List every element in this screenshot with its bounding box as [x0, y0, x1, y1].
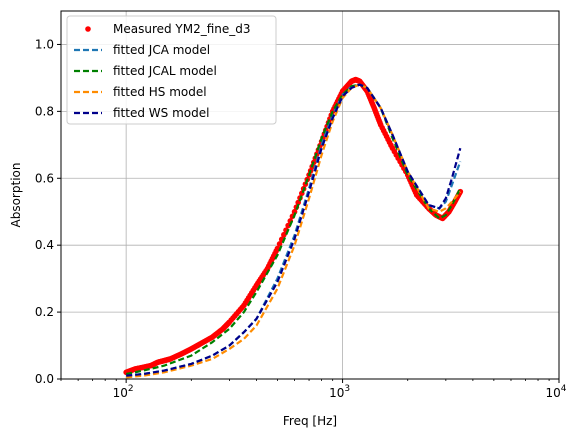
legend-label: fitted HS model — [113, 85, 207, 99]
y-tick-label: 1.0 — [35, 37, 54, 51]
x-tick-label: 102 — [113, 384, 134, 400]
y-tick-label: 0.2 — [35, 305, 54, 319]
x-tick-label: 103 — [329, 384, 350, 400]
y-tick-label: 0.8 — [35, 104, 54, 118]
plot-frame — [60, 10, 560, 380]
ticks: 102 103 104 0.0 0.2 0.4 0.6 0.8 1.0 — [35, 37, 567, 400]
legend-marker — [85, 26, 91, 32]
y-axis-label: Absorption — [9, 163, 23, 228]
y-tick-label: 0.0 — [35, 372, 54, 386]
legend-label: fitted WS model — [113, 106, 209, 120]
data-point — [276, 241, 283, 247]
series-line-4 — [126, 83, 462, 377]
data-point — [281, 231, 287, 238]
series-layer — [123, 76, 464, 379]
legend-label: fitted JCA model — [113, 43, 210, 57]
x-tick-label: 104 — [545, 384, 566, 400]
series-line-1 — [126, 83, 462, 377]
series-line-3 — [126, 83, 462, 379]
series-line-2 — [125, 83, 462, 376]
legend-label: Measured YM2_fine_d3 — [113, 22, 251, 36]
y-tick-label: 0.4 — [35, 238, 54, 252]
y-tick-label: 0.6 — [35, 171, 54, 185]
x-axis-label: Freq [Hz] — [283, 414, 337, 428]
legend-label: fitted JCAL model — [113, 64, 217, 78]
legend-box — [66, 15, 277, 125]
